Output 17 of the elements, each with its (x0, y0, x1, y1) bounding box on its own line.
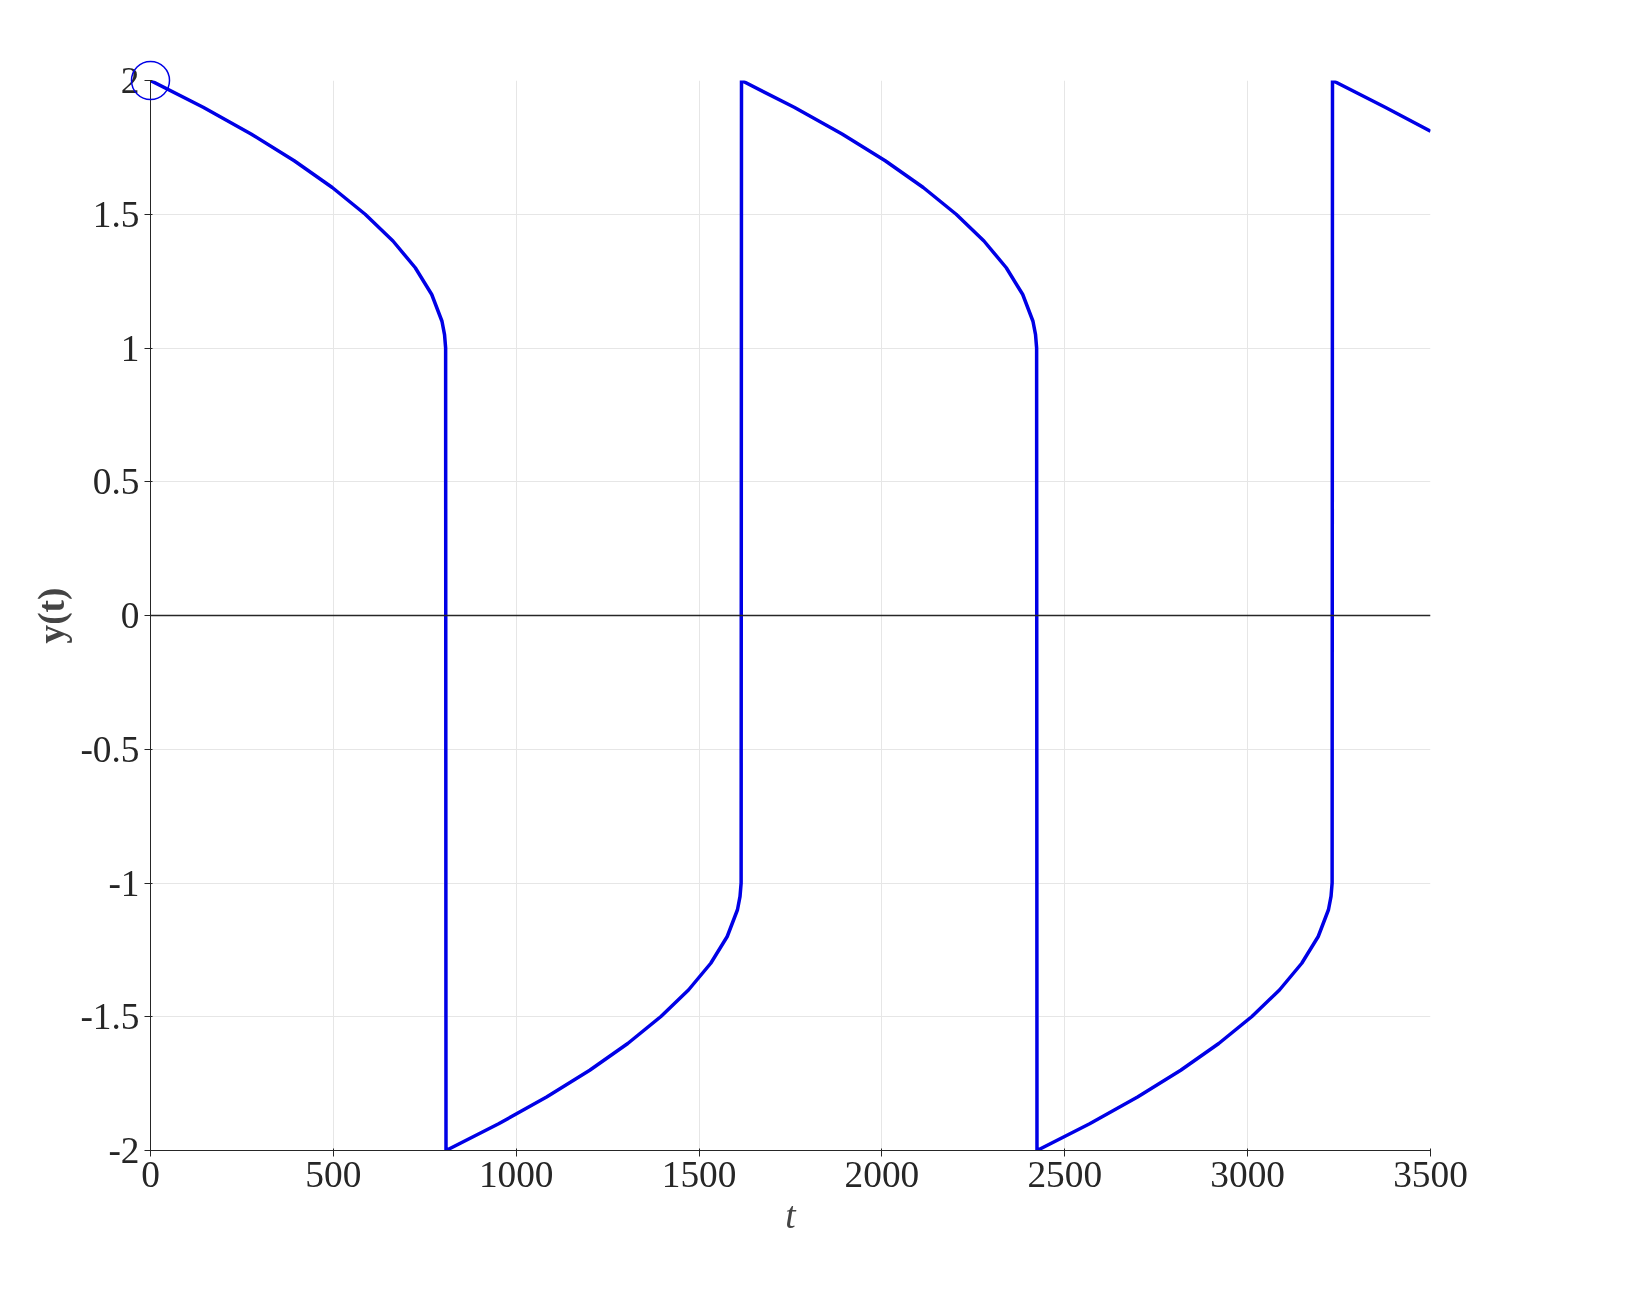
x-tick-label: 2500 (1027, 1153, 1103, 1195)
y-tick-label: -1 (108, 862, 140, 904)
y-tick-label: 1 (120, 327, 140, 369)
x-tick-label: 1500 (661, 1153, 737, 1195)
y-tick-label: -1.5 (80, 996, 140, 1038)
y-tick-label: 0.5 (92, 461, 140, 503)
x-tick-label: 1000 (478, 1153, 554, 1195)
x-tick-label: 3500 (1393, 1153, 1468, 1195)
y-tick-label: -0.5 (80, 728, 140, 770)
x-tick-label: 3000 (1210, 1153, 1285, 1195)
x-tick-label: 500 (305, 1153, 362, 1195)
y-axis-title: y(t) (31, 587, 74, 644)
y-tick-label: -2 (108, 1130, 140, 1171)
y-tick-label: 1.5 (92, 193, 140, 235)
x-tick-label: 2000 (844, 1153, 920, 1195)
y-tick-label: 0 (120, 595, 140, 636)
x-axis-title: t (785, 1194, 798, 1236)
